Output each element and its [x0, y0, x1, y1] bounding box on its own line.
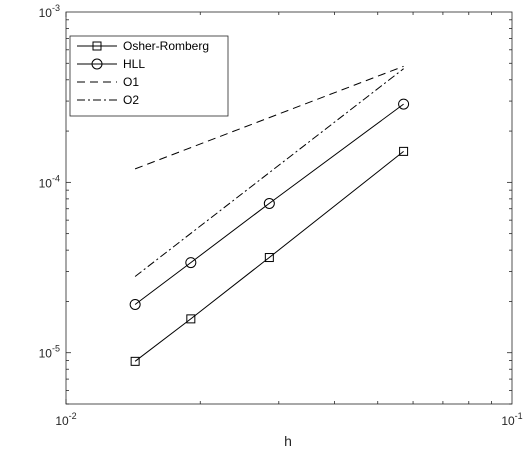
y-tick-label: 10-4	[39, 173, 60, 190]
data-point-hll	[185, 257, 197, 269]
x-tick-label-exponent: -2	[69, 411, 77, 421]
legend-entry-o2: O2	[77, 93, 139, 107]
x-tick-label-base: 10	[55, 414, 69, 428]
legend-marker-hll	[91, 58, 103, 70]
data-point-osher-romberg	[399, 146, 409, 156]
series-hll	[129, 98, 410, 310]
y-tick-label: 10-5	[39, 344, 60, 361]
legend-entry-osher-romberg: Osher-Romberg	[77, 39, 209, 53]
data-point-osher-romberg	[186, 314, 196, 324]
series-line-osher-romberg	[134, 151, 404, 362]
series-layer	[129, 65, 410, 366]
legend-entry-hll: HLL	[77, 57, 145, 71]
data-point-hll	[129, 298, 141, 310]
legend: Osher-Romberg HLL O1 O2	[69, 35, 229, 117]
legend-label-o2: O2	[123, 93, 139, 107]
series-line-o1	[134, 65, 404, 170]
y-tick-label-exponent: -4	[52, 173, 60, 183]
data-point-osher-romberg	[264, 253, 274, 263]
series-line-hll	[134, 103, 404, 305]
y-tick-label-base: 10	[39, 347, 53, 361]
legend-box	[69, 35, 229, 117]
legend-label-hll: HLL	[123, 57, 145, 71]
plot-frame	[65, 11, 513, 405]
data-point-hll	[263, 197, 275, 209]
y-tick-label-base: 10	[39, 176, 53, 190]
x-axis-label: h	[284, 433, 292, 449]
legend-entry-o1: O1	[77, 75, 139, 89]
series-osher-romberg	[130, 146, 409, 366]
x-tick-label-base: 10	[501, 414, 515, 428]
legend-label-o1: O1	[123, 75, 139, 89]
tick-layer: 10-2 10-110-510-410-3	[39, 3, 523, 428]
series-o1	[134, 65, 404, 170]
y-tick-label-exponent: -3	[52, 3, 60, 13]
data-point-osher-romberg	[130, 356, 140, 366]
y-tick-label-base: 10	[39, 6, 53, 20]
x-tick-label: 10-1	[501, 411, 522, 428]
y-tick-label: 10-3	[39, 3, 60, 20]
legend-label-osher-romberg: Osher-Romberg	[123, 39, 209, 53]
data-point-hll	[398, 98, 410, 110]
x-tick-label: 10-2	[55, 411, 76, 428]
legend-marker-osher-romberg	[92, 41, 102, 51]
x-tick-label-exponent: -1	[515, 411, 523, 421]
y-tick-label-exponent: -5	[52, 344, 60, 354]
